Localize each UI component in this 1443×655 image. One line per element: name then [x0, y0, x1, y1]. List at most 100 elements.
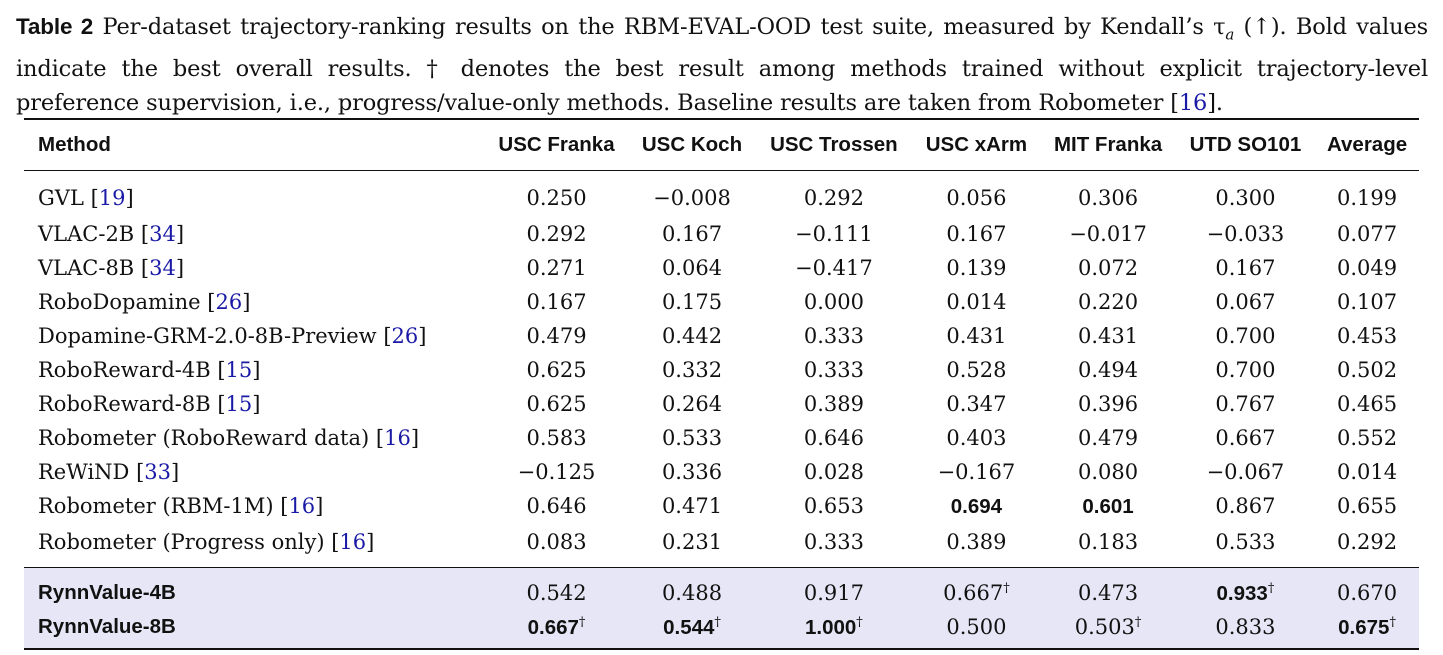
method-cell: Robometer (RoboReward data) [16] — [38, 426, 420, 450]
value-cell: 0.167 — [484, 285, 628, 319]
value-text: 0.175 — [661, 290, 723, 314]
value-cell: 0.625 — [484, 387, 628, 421]
citation-link[interactable]: 19 — [98, 186, 126, 210]
value-text: 0.300 — [1215, 186, 1276, 210]
value-cell: 0.667 — [1176, 421, 1315, 455]
method-cell: Robometer (RBM-1M) [16] — [38, 494, 324, 518]
value-cell: −0.167 — [913, 455, 1041, 489]
value-cell: 0.933† — [1176, 568, 1315, 611]
caption-label: Table 2 — [16, 14, 94, 39]
header-usc-franka: USC Franka — [498, 133, 615, 156]
citation-link[interactable]: 16 — [384, 426, 411, 450]
value-text: 0.917 — [803, 581, 864, 605]
value-text: 0.453 — [1336, 324, 1398, 348]
value-text: −0.111 — [795, 222, 873, 246]
value-text: 0.220 — [1077, 290, 1139, 314]
value-cell: 0.333 — [755, 353, 912, 387]
value-text: 0.833 — [1215, 615, 1276, 639]
value-cell: 0.479 — [1040, 421, 1175, 455]
value-cell: 0.544† — [629, 610, 755, 649]
value-cell: 0.389 — [755, 387, 912, 421]
dagger-mark: † — [856, 614, 863, 630]
value-cell: 0.167 — [1176, 251, 1315, 285]
method-name: RoboReward-4B — [38, 358, 211, 382]
table-row: Robometer (RoboReward data) [16] 0.583 0.5… — [24, 421, 1419, 455]
method-cell: RoboDopamine [26] — [38, 290, 251, 314]
value-cell: 0.867 — [1176, 489, 1315, 523]
value-cell: 0.917 — [755, 568, 912, 611]
value-cell: 0.000 — [755, 285, 912, 319]
value-text: 0.333 — [803, 358, 864, 382]
method-name: Robometer (RBM-1M) — [38, 494, 274, 518]
value-cell: 0.067 — [1176, 285, 1315, 319]
value-cell: 0.500 — [913, 610, 1041, 649]
table-row: GVL [19] 0.250 −0.008 0.292 0.056 0.306 0.300 0… — [24, 171, 1419, 218]
value-text: 0.442 — [661, 324, 723, 348]
citation-link[interactable]: 16 — [288, 494, 316, 518]
value-text: 0.292 — [526, 222, 587, 246]
value-cell: −0.125 — [484, 455, 628, 489]
citation-link[interactable]: 26 — [215, 290, 243, 314]
value-cell: 0.833 — [1176, 610, 1315, 649]
value-text: 0.503 — [1074, 615, 1135, 639]
caption-citation-link[interactable]: 16 — [1178, 89, 1208, 116]
value-cell: 0.488 — [629, 568, 755, 611]
citation-link[interactable]: 15 — [225, 358, 253, 382]
value-cell: 0.271 — [484, 251, 628, 285]
header-average: Average — [1326, 133, 1408, 156]
value-text: 0.655 — [1336, 494, 1398, 518]
value-cell: 0.292 — [1315, 523, 1419, 568]
caption-text-2: (↑). Bold values indicate the best overa… — [16, 14, 1429, 116]
method-name: Dopamine-GRM-2.0-8B-Preview — [38, 324, 377, 348]
citation-link[interactable]: 33 — [144, 460, 171, 484]
value-text: 0.653 — [803, 494, 864, 518]
value-text: 0.675 — [1338, 615, 1390, 639]
value-cell: 0.667† — [484, 610, 628, 649]
value-text: 0.601 — [1082, 494, 1134, 518]
value-cell: 0.064 — [629, 251, 755, 285]
value-text: 0.500 — [946, 615, 1007, 639]
value-text: 0.389 — [803, 392, 864, 416]
value-text: 0.667 — [943, 581, 1004, 605]
value-text: 0.528 — [946, 358, 1007, 382]
header-usc-xarm: USC xArm — [925, 133, 1028, 156]
value-cell: 0.675† — [1315, 610, 1419, 649]
header-mit-franka: MIT Franka — [1053, 133, 1163, 156]
value-text: 0.064 — [661, 256, 723, 280]
value-cell: 0.453 — [1315, 319, 1419, 353]
value-cell: 0.502 — [1315, 353, 1419, 387]
value-cell: 0.072 — [1040, 251, 1175, 285]
citation-link[interactable]: 16 — [339, 530, 367, 554]
value-text: 0.167 — [946, 222, 1007, 246]
value-cell: 0.471 — [629, 489, 755, 523]
value-cell: −0.111 — [755, 217, 912, 251]
value-text: 0.700 — [1215, 358, 1276, 382]
method-cell: GVL [19] — [38, 186, 134, 210]
citation-link[interactable]: 26 — [391, 324, 419, 348]
value-cell: 0.231 — [629, 523, 755, 568]
method-cell: RoboReward-8B [15] — [38, 392, 261, 416]
value-text: 0.107 — [1336, 290, 1398, 314]
value-cell: 0.049 — [1315, 251, 1419, 285]
citation-link[interactable]: 15 — [225, 392, 253, 416]
value-text: 0.139 — [946, 256, 1007, 280]
value-text: 0.431 — [946, 324, 1007, 348]
value-cell: 0.473 — [1040, 568, 1175, 611]
value-text: 0.867 — [1215, 494, 1276, 518]
value-text: 0.533 — [1215, 530, 1276, 554]
citation-link[interactable]: 34 — [149, 256, 176, 280]
value-cell: 0.700 — [1176, 319, 1315, 353]
value-text: 0.542 — [526, 581, 587, 605]
value-cell: 0.199 — [1315, 171, 1419, 218]
value-cell: 0.767 — [1176, 387, 1315, 421]
value-cell: 0.552 — [1315, 421, 1419, 455]
value-cell: 0.646 — [755, 421, 912, 455]
value-cell: 1.000† — [755, 610, 912, 649]
citation-link[interactable]: 34 — [149, 222, 176, 246]
value-text: 0.250 — [526, 186, 587, 210]
value-cell: 0.264 — [629, 387, 755, 421]
value-cell: 0.056 — [913, 171, 1041, 218]
value-cell: 0.220 — [1040, 285, 1175, 319]
value-cell: 0.183 — [1040, 523, 1175, 568]
value-cell: 0.333 — [755, 319, 912, 353]
